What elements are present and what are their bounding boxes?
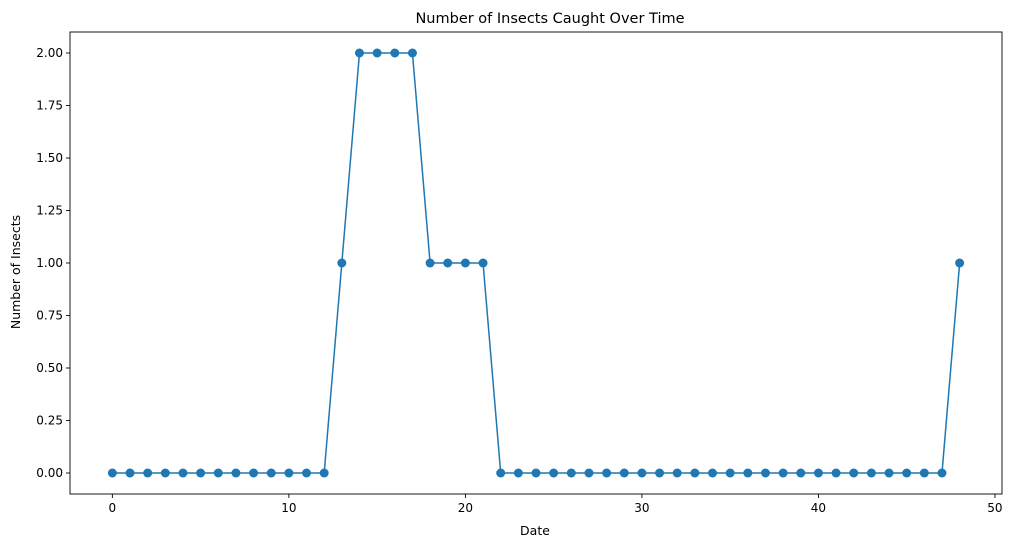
data-point — [549, 468, 559, 478]
data-point — [496, 468, 506, 478]
data-point — [390, 48, 400, 58]
y-tick-label: 0.50 — [36, 361, 63, 375]
data-point — [178, 468, 188, 478]
data-point — [831, 468, 841, 478]
data-point — [125, 468, 135, 478]
x-tick-label: 30 — [634, 501, 649, 515]
data-point — [796, 468, 806, 478]
data-point — [531, 468, 541, 478]
y-tick-label: 0.00 — [36, 466, 63, 480]
data-point — [602, 468, 612, 478]
data-point — [302, 468, 312, 478]
y-tick-label: 1.50 — [36, 151, 63, 165]
data-point — [708, 468, 718, 478]
y-tick-label: 2.00 — [36, 46, 63, 60]
chart-title: Number of Insects Caught Over Time — [415, 11, 684, 27]
data-point — [584, 468, 594, 478]
data-point — [672, 468, 682, 478]
data-point — [460, 258, 470, 268]
x-tick-label: 50 — [987, 501, 1002, 515]
data-point — [160, 468, 170, 478]
data-point — [884, 468, 894, 478]
data-point — [196, 468, 206, 478]
data-point — [478, 258, 488, 268]
data-point — [443, 258, 453, 268]
data-point — [407, 48, 417, 58]
data-point — [231, 468, 241, 478]
data-point — [266, 468, 276, 478]
data-point — [813, 468, 823, 478]
data-point — [213, 468, 223, 478]
axes: 0 10 20 30 40 50 0.00 0.25 0.50 0.75 1.00 1.25 1.50 1… — [36, 31, 1003, 515]
x-tick-label: 20 — [458, 501, 473, 515]
y-tick-label: 0.25 — [36, 414, 63, 428]
y-tick-label: 1.00 — [36, 256, 63, 270]
data-point — [637, 468, 647, 478]
data-point — [760, 468, 770, 478]
data-point — [354, 48, 364, 58]
y-axis-label: Number of Insects — [8, 215, 23, 329]
y-tick-label: 1.25 — [36, 204, 63, 218]
x-tick-label: 0 — [109, 501, 117, 515]
data-point — [425, 258, 435, 268]
data-point — [107, 468, 117, 478]
plot-area — [107, 48, 965, 478]
data-point — [778, 468, 788, 478]
x-tick-label: 10 — [281, 501, 296, 515]
data-point — [902, 468, 912, 478]
data-point — [743, 468, 753, 478]
data-point — [725, 468, 735, 478]
y-tick-label: 1.75 — [36, 99, 63, 113]
data-point — [513, 468, 523, 478]
data-point — [866, 468, 876, 478]
data-point — [619, 468, 629, 478]
data-point — [655, 468, 665, 478]
data-point — [849, 468, 859, 478]
data-point — [319, 468, 329, 478]
data-point — [566, 468, 576, 478]
data-point — [955, 258, 965, 268]
data-point — [284, 468, 294, 478]
data-point — [690, 468, 700, 478]
x-axis-label: Date — [520, 523, 550, 538]
x-tick-label: 40 — [811, 501, 826, 515]
data-point — [372, 48, 382, 58]
data-point — [249, 468, 259, 478]
data-point — [337, 258, 347, 268]
data-point — [919, 468, 929, 478]
y-tick-label: 0.75 — [36, 309, 63, 323]
data-point — [937, 468, 947, 478]
data-point — [143, 468, 153, 478]
